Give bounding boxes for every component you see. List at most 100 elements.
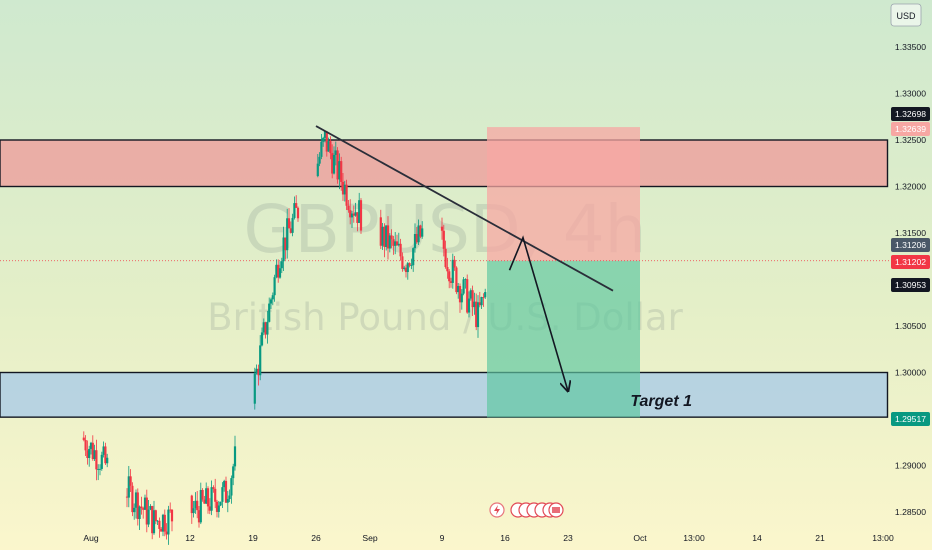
candle-body <box>419 225 422 237</box>
candle-body <box>446 267 449 272</box>
candle-body <box>212 487 215 489</box>
candle-body <box>205 488 208 504</box>
candle-body <box>457 286 460 293</box>
price-badge <box>891 238 930 252</box>
time-scale[interactable]: Aug 12 19 26 Sep 9 16 23 Oct 13:00 14 21 13:00 <box>83 533 894 543</box>
price-badge <box>891 107 930 121</box>
candle-body <box>165 531 168 535</box>
candle-body <box>359 200 363 231</box>
candle-body <box>170 509 174 522</box>
candle-body <box>412 248 415 266</box>
candle-body <box>352 213 355 216</box>
candle-body <box>196 500 199 511</box>
candle-body <box>478 302 481 306</box>
currency-label-box[interactable] <box>890 3 922 27</box>
candle-body <box>154 510 157 522</box>
y-tick-label: 1.33000 <box>895 89 926 99</box>
x-tick-label: Oct <box>633 533 647 543</box>
price-badge <box>891 412 930 426</box>
candle-body <box>410 265 413 266</box>
candle-body <box>392 239 395 246</box>
candle-body <box>484 292 487 298</box>
candle-body <box>354 212 357 216</box>
candle-body <box>161 514 165 532</box>
candle-body <box>338 161 341 180</box>
candle-body <box>273 277 276 296</box>
candle-body <box>401 256 404 269</box>
candle-body <box>449 281 453 283</box>
candle-body <box>458 286 462 303</box>
candle-body <box>269 299 273 304</box>
candle-body <box>233 446 237 467</box>
x-tick-label: 12 <box>185 533 195 543</box>
candle-body <box>259 345 262 376</box>
candle-body <box>413 234 417 249</box>
candle-body <box>469 290 472 299</box>
candle-body <box>448 271 451 282</box>
candle-body <box>197 510 201 523</box>
candle-body <box>91 442 94 460</box>
candle-body <box>142 508 145 510</box>
price-badge-label: 1.32698 <box>895 109 926 119</box>
candle-body <box>343 184 346 195</box>
candle-body <box>210 487 213 511</box>
candle-body <box>347 205 350 211</box>
candle-body <box>350 213 354 218</box>
candle-body <box>394 241 397 246</box>
candle-body <box>192 508 195 514</box>
currency-label: USD <box>896 11 916 21</box>
candle-body <box>255 368 258 374</box>
candle-body <box>296 207 300 219</box>
candle-body <box>444 248 447 268</box>
candle-body <box>464 279 467 280</box>
economic-events[interactable] <box>489 502 564 518</box>
candle-body <box>84 440 87 451</box>
candle-body <box>415 234 418 243</box>
candle-body <box>395 241 399 246</box>
candle-body <box>332 154 336 174</box>
x-tick-label: 19 <box>248 533 258 543</box>
candle-body <box>280 261 283 269</box>
candle-body <box>329 141 332 154</box>
candle-body <box>277 264 280 278</box>
price-badge-label: 1.31206 <box>895 240 926 250</box>
projection-arrow <box>508 235 569 392</box>
candle-body <box>199 489 202 523</box>
candle-body <box>217 505 220 512</box>
candle-body <box>467 298 471 313</box>
candle-body <box>462 279 465 294</box>
flag-icons-group[interactable] <box>510 502 564 518</box>
price-scale[interactable]: USD 1.285001.290001.300001.305001.315001… <box>890 3 930 517</box>
candle-body <box>221 487 224 502</box>
candle-body <box>421 228 424 237</box>
candle-body <box>383 226 386 247</box>
candle-body <box>349 210 352 218</box>
candle-body <box>138 506 141 519</box>
candle-body <box>473 301 476 308</box>
candle-body <box>397 243 400 246</box>
candle-body <box>442 230 445 249</box>
candles-layer <box>82 130 487 545</box>
x-tick-label: 14 <box>752 533 762 543</box>
candle-body <box>289 228 292 233</box>
candle-body <box>379 217 382 246</box>
resistance-zone <box>0 139 889 188</box>
candle-body <box>262 322 265 333</box>
target-1-label: Target 1 <box>630 393 692 410</box>
candle-body <box>226 499 229 503</box>
candle-body <box>201 489 204 500</box>
candle-body <box>408 263 411 266</box>
candle-body <box>145 497 148 525</box>
price-badge-label: 1.30953 <box>895 280 926 290</box>
candle-body <box>345 184 348 206</box>
candle-body <box>208 506 211 511</box>
candle-body <box>455 267 458 293</box>
candle-body <box>293 203 296 218</box>
candle-body <box>334 150 337 155</box>
y-tick-label: 1.29000 <box>895 461 926 471</box>
candle-body <box>385 225 388 247</box>
position-stop-area <box>487 127 640 261</box>
candle-body <box>95 450 98 470</box>
candle-body <box>203 499 206 504</box>
